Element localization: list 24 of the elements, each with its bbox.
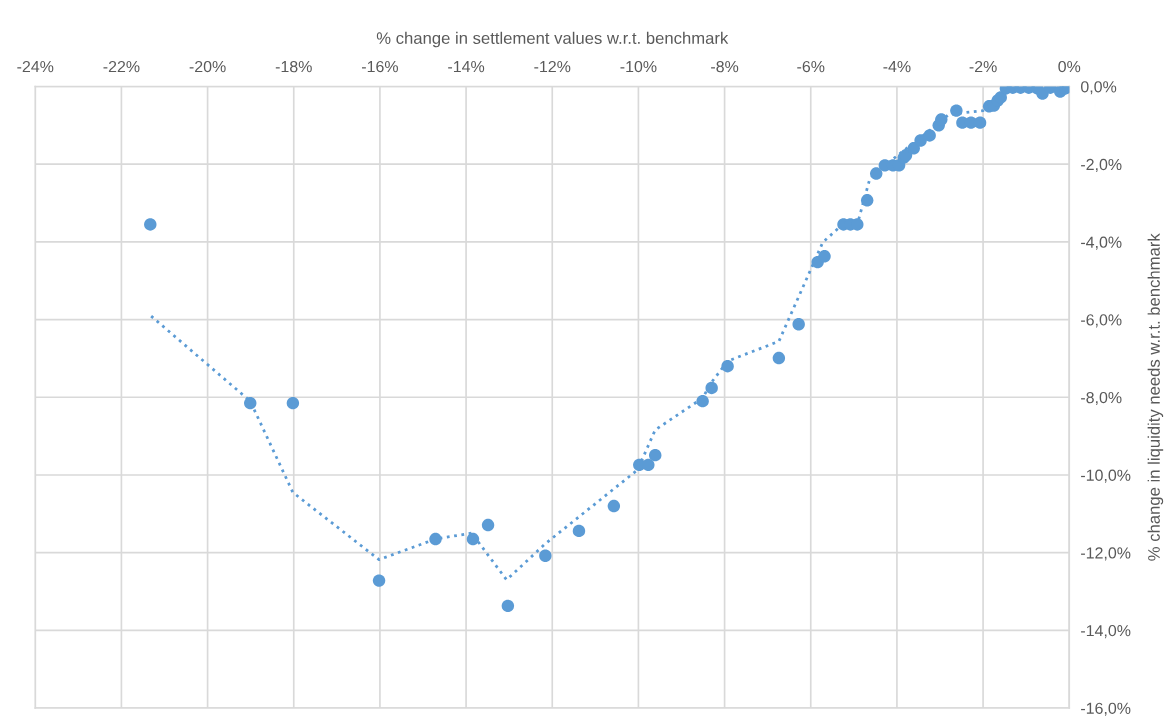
- y-tick-label: -6,0%: [1081, 314, 1122, 328]
- x-tick-label: -8%: [711, 60, 739, 73]
- x-axis-title: % change in settlement values w.r.t. benchmark: [376, 31, 729, 48]
- x-tick-label: -20%: [189, 60, 226, 73]
- y-tick-label: -10,0%: [1081, 469, 1131, 483]
- y-tick-label: 0,0%: [1080, 81, 1117, 95]
- y-tick-label: -16,0%: [1081, 702, 1131, 716]
- x-tick-label: -6%: [797, 60, 825, 73]
- y-tick-label: -12,0%: [1081, 547, 1131, 561]
- y-tick-label: -2,0%: [1081, 158, 1122, 173]
- y-tick-label: -8,0%: [1081, 391, 1122, 406]
- x-tick-label: -16%: [361, 60, 398, 73]
- x-tick-label: -14%: [448, 61, 485, 73]
- x-tick-label: 0%: [1058, 60, 1081, 73]
- x-tick-label: -4%: [883, 61, 911, 73]
- x-tick-label: -24%: [17, 60, 54, 73]
- y-axis-title: % change in liquidity needs w.r.t. benchmark: [1147, 233, 1164, 561]
- x-tick-label: -2%: [969, 60, 997, 73]
- x-tick-label: -12%: [534, 60, 571, 73]
- y-tick-label: -14,0%: [1081, 624, 1131, 639]
- y-tick-label: -4,0%: [1081, 236, 1122, 250]
- x-tick-label: -18%: [275, 60, 312, 73]
- x-tick-label: -22%: [103, 60, 140, 73]
- x-tick-label: -10%: [620, 60, 657, 73]
